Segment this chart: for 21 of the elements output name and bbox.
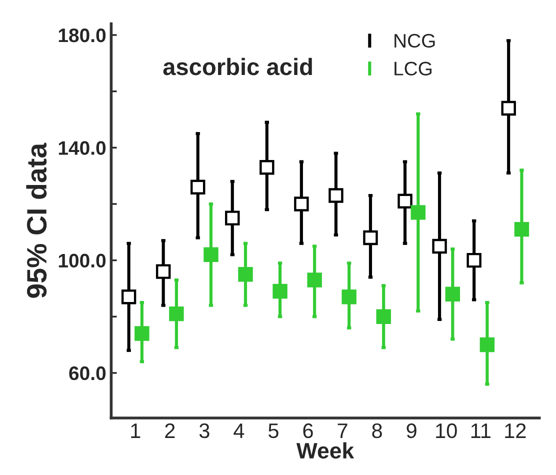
x-tick-label: 2: [165, 423, 175, 438]
x-tick-label: 11: [471, 424, 490, 438]
legend-label: NCG: [394, 34, 435, 48]
text: ascorbic acid: [163, 58, 312, 76]
x-tick-label: 8: [372, 423, 382, 438]
x-tick-label: 9: [406, 423, 416, 438]
y-tick-label: 140.0: [58, 141, 106, 155]
y-tick-label: 60.0: [69, 366, 106, 380]
x-tick-label: 7: [338, 424, 348, 438]
legend-label: LCG: [394, 62, 432, 76]
y-tick-label: 100.0: [58, 254, 106, 268]
x-tick-label: 5: [268, 424, 278, 438]
x-tick-label: 10: [436, 423, 457, 438]
x-tick-label: 6: [303, 423, 313, 438]
y-axis-title: 95% CI data: [26, 142, 47, 298]
x-axis-title: Week: [296, 442, 354, 459]
y-tick-label: 180.0: [58, 28, 106, 42]
x-tick-label: 12: [505, 423, 526, 438]
x-tick-label: 3: [199, 423, 210, 438]
x-tick-label: 4: [234, 424, 244, 438]
x-tick-label: 1: [131, 424, 140, 438]
